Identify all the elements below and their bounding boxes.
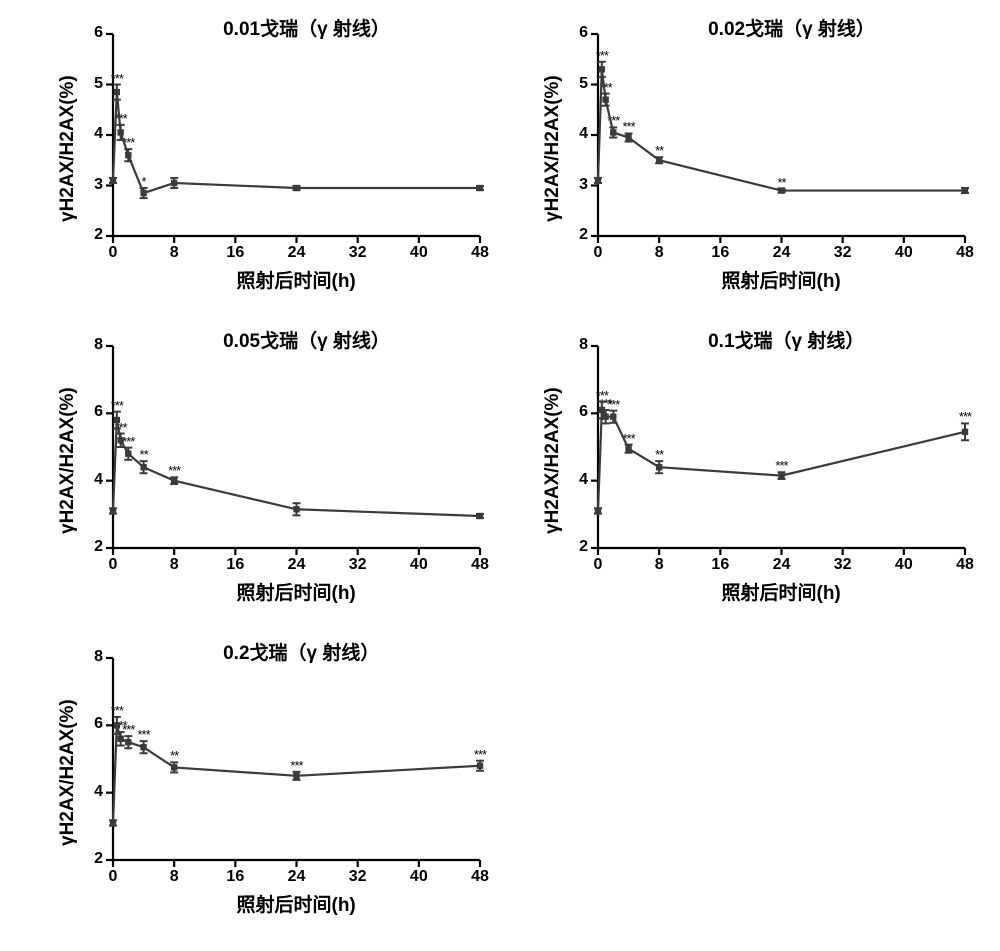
data-marker [625,445,631,451]
data-marker [602,96,608,102]
axes [113,658,480,860]
x-axis-label: 照射后时间(h) [722,266,841,293]
data-marker [962,429,968,435]
data-marker [477,185,483,191]
chart-grid: 23456081624324048**********0.01戈瑞（γ 射线）γ… [35,10,975,934]
data-marker [610,414,616,420]
data-marker [140,190,146,196]
axes [598,34,965,236]
panel-title: 0.02戈瑞（γ 射线） [708,14,875,41]
data-marker [110,508,116,514]
data-marker [293,185,299,191]
data-marker [114,722,120,728]
panel-title: 0.2戈瑞（γ 射线） [223,638,379,665]
data-marker [656,157,662,163]
data-marker [477,763,483,769]
data-marker [962,187,968,193]
chart-panel: 23456081624324048****************0.02戈瑞（… [520,10,975,310]
data-marker [778,187,784,193]
y-axis-label: γH2AX/H2AX(%) [57,75,79,222]
data-marker [599,66,605,72]
data-marker [125,152,131,158]
data-marker [125,451,131,457]
data-marker [610,129,616,135]
data-marker [114,89,120,95]
chart-svg [35,322,490,622]
data-marker [114,417,120,423]
y-axis-label: γH2AX/H2AX(%) [57,699,79,846]
panel-title: 0.1戈瑞（γ 射线） [708,326,864,353]
data-marker [595,177,601,183]
chart-panel: 2468081624324048********************0.1戈… [520,322,975,622]
chart-panel: 2468081624324048********************0.2戈… [35,634,490,934]
x-axis-label: 照射后时间(h) [237,890,356,917]
data-marker [293,506,299,512]
data-marker [117,736,123,742]
x-axis-label: 照射后时间(h) [722,578,841,605]
data-marker [602,414,608,420]
data-marker [110,820,116,826]
data-line [113,420,480,516]
chart-svg [520,322,975,622]
axes [113,346,480,548]
data-marker [117,129,123,135]
axes [113,34,480,236]
data-line [598,69,965,190]
y-axis-label: γH2AX/H2AX(%) [542,75,564,222]
data-marker [140,464,146,470]
data-marker [625,134,631,140]
panel-title: 0.05戈瑞（γ 射线） [223,326,390,353]
data-line [598,410,965,511]
data-marker [656,464,662,470]
data-marker [778,472,784,478]
y-axis-label: γH2AX/H2AX(%) [542,387,564,534]
axes [598,346,965,548]
chart-panel: 23456081624324048**********0.01戈瑞（γ 射线）γ… [35,10,490,310]
data-marker [125,739,131,745]
x-axis-label: 照射后时间(h) [237,578,356,605]
chart-panel: 2468081624324048**************0.05戈瑞（γ 射… [35,322,490,622]
x-axis-label: 照射后时间(h) [237,266,356,293]
chart-svg [520,10,975,310]
page: 23456081624324048**********0.01戈瑞（γ 射线）γ… [0,0,1000,951]
data-marker [293,773,299,779]
data-marker [171,477,177,483]
data-marker [117,437,123,443]
data-marker [171,764,177,770]
panel-title: 0.01戈瑞（γ 射线） [223,14,390,41]
chart-svg [35,634,490,934]
data-marker [171,180,177,186]
data-marker [140,744,146,750]
data-marker [595,508,601,514]
chart-svg [35,10,490,310]
data-marker [110,177,116,183]
data-marker [477,513,483,519]
data-line [113,92,480,193]
y-axis-label: γH2AX/H2AX(%) [57,387,79,534]
